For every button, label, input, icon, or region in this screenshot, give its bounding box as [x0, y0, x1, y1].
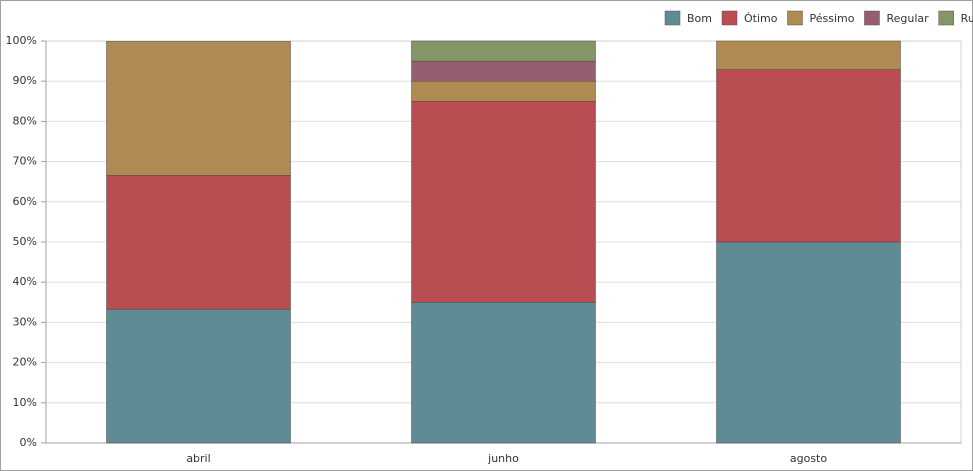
legend-swatch — [664, 10, 681, 26]
y-tick-label: 10% — [13, 396, 37, 409]
legend-swatch — [864, 10, 880, 26]
y-tick-label: 0% — [20, 436, 37, 449]
legend-label: Ótimo — [744, 12, 778, 25]
y-tick-label: 80% — [13, 114, 37, 127]
legend-label: Péssimo — [809, 12, 854, 25]
x-tick-label: agosto — [790, 452, 827, 465]
bar-segment — [106, 308, 291, 444]
bar-segment — [411, 101, 596, 303]
bar-segment — [106, 175, 291, 310]
y-tick-label: 20% — [13, 356, 37, 369]
legend-swatch — [721, 10, 738, 26]
y-tick-label: 30% — [13, 315, 37, 328]
y-tick-label: 100% — [6, 34, 37, 47]
bar-segment — [411, 40, 596, 62]
x-tick-label: abril — [186, 452, 210, 465]
bar-segment — [411, 80, 596, 102]
y-tick-label: 90% — [13, 74, 37, 87]
bar-segment — [716, 241, 901, 444]
legend-label: Regular — [886, 12, 929, 25]
bar-segment — [716, 69, 901, 243]
x-tick-label: junho — [487, 452, 519, 465]
legend-swatch — [938, 10, 954, 26]
bar-segment — [716, 40, 901, 70]
legend-label: Ruim — [961, 12, 973, 25]
y-tick-label: 60% — [13, 195, 37, 208]
y-tick-label: 70% — [13, 155, 37, 168]
y-tick-label: 50% — [13, 235, 37, 248]
bar-segment — [411, 60, 596, 82]
legend-swatch — [787, 10, 803, 26]
bar-segment — [106, 41, 291, 176]
legend-label: Bom — [687, 12, 712, 25]
bar-segment — [411, 302, 596, 444]
y-tick-label: 40% — [13, 275, 37, 288]
